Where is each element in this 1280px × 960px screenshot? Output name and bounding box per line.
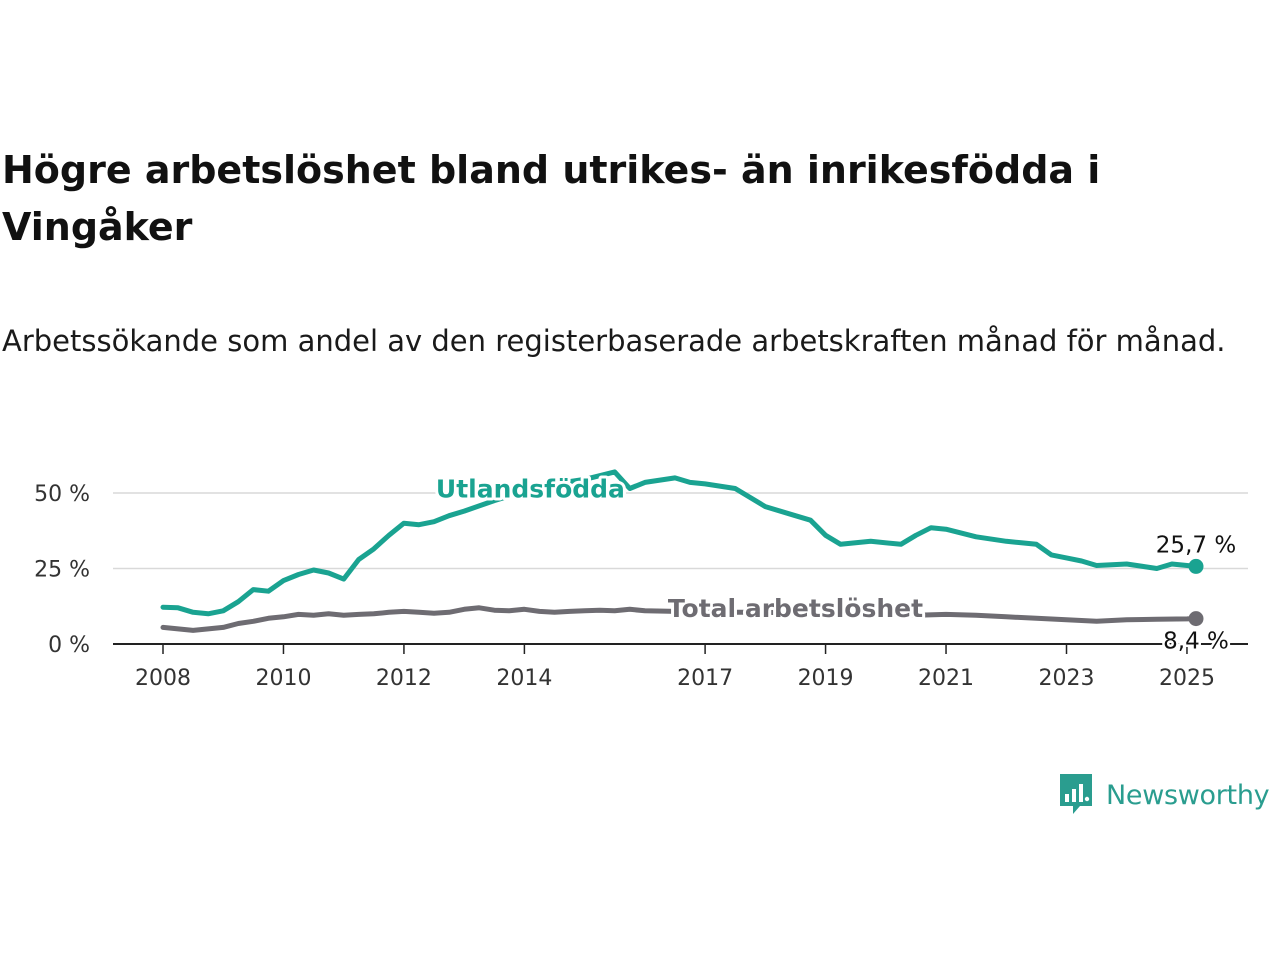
newsworthy-logo-icon (1060, 774, 1092, 814)
series-line-total (160, 605, 1199, 633)
end-point-utlandsfodda (1188, 558, 1204, 574)
line-chart: 0 % 25 % 50 % 2008 2010 2012 2014 2017 2019 2021 2… (34, 469, 1248, 691)
newsworthy-logo: Newsworthy (1058, 772, 1270, 818)
chart-subtitle: Arbetssökande som andel av den registerb… (2, 324, 1226, 358)
chart-title: Högre arbetslöshet bland utrikes- än inr… (2, 148, 1101, 249)
x-tick-label: 2008 (135, 666, 191, 691)
x-tick-label: 2017 (677, 666, 733, 691)
end-label-utlandsfodda: 25,7 % (1156, 532, 1236, 558)
y-tick-label: 0 % (48, 633, 90, 658)
x-tick-label: 2021 (918, 666, 974, 691)
end-label-total: 8,4 % (1163, 629, 1229, 655)
x-tick-label: 2025 (1159, 666, 1215, 691)
x-tick-label: 2023 (1038, 666, 1094, 691)
y-tick-label: 50 % (34, 482, 90, 507)
x-tick-label: 2019 (798, 666, 854, 691)
y-tick-label: 25 % (34, 558, 90, 583)
x-tick-label: 2012 (376, 666, 432, 691)
series-label-total: Total arbetslöshet (668, 594, 923, 623)
brand-name: Newsworthy (1106, 779, 1270, 811)
series-label-utlandsfodda: Utlandsfödda (436, 475, 625, 504)
x-tick-label: 2010 (255, 666, 311, 691)
x-tick-label: 2014 (496, 666, 552, 691)
series-line-utlandsfodda (160, 469, 1199, 617)
end-point-total (1188, 611, 1204, 627)
